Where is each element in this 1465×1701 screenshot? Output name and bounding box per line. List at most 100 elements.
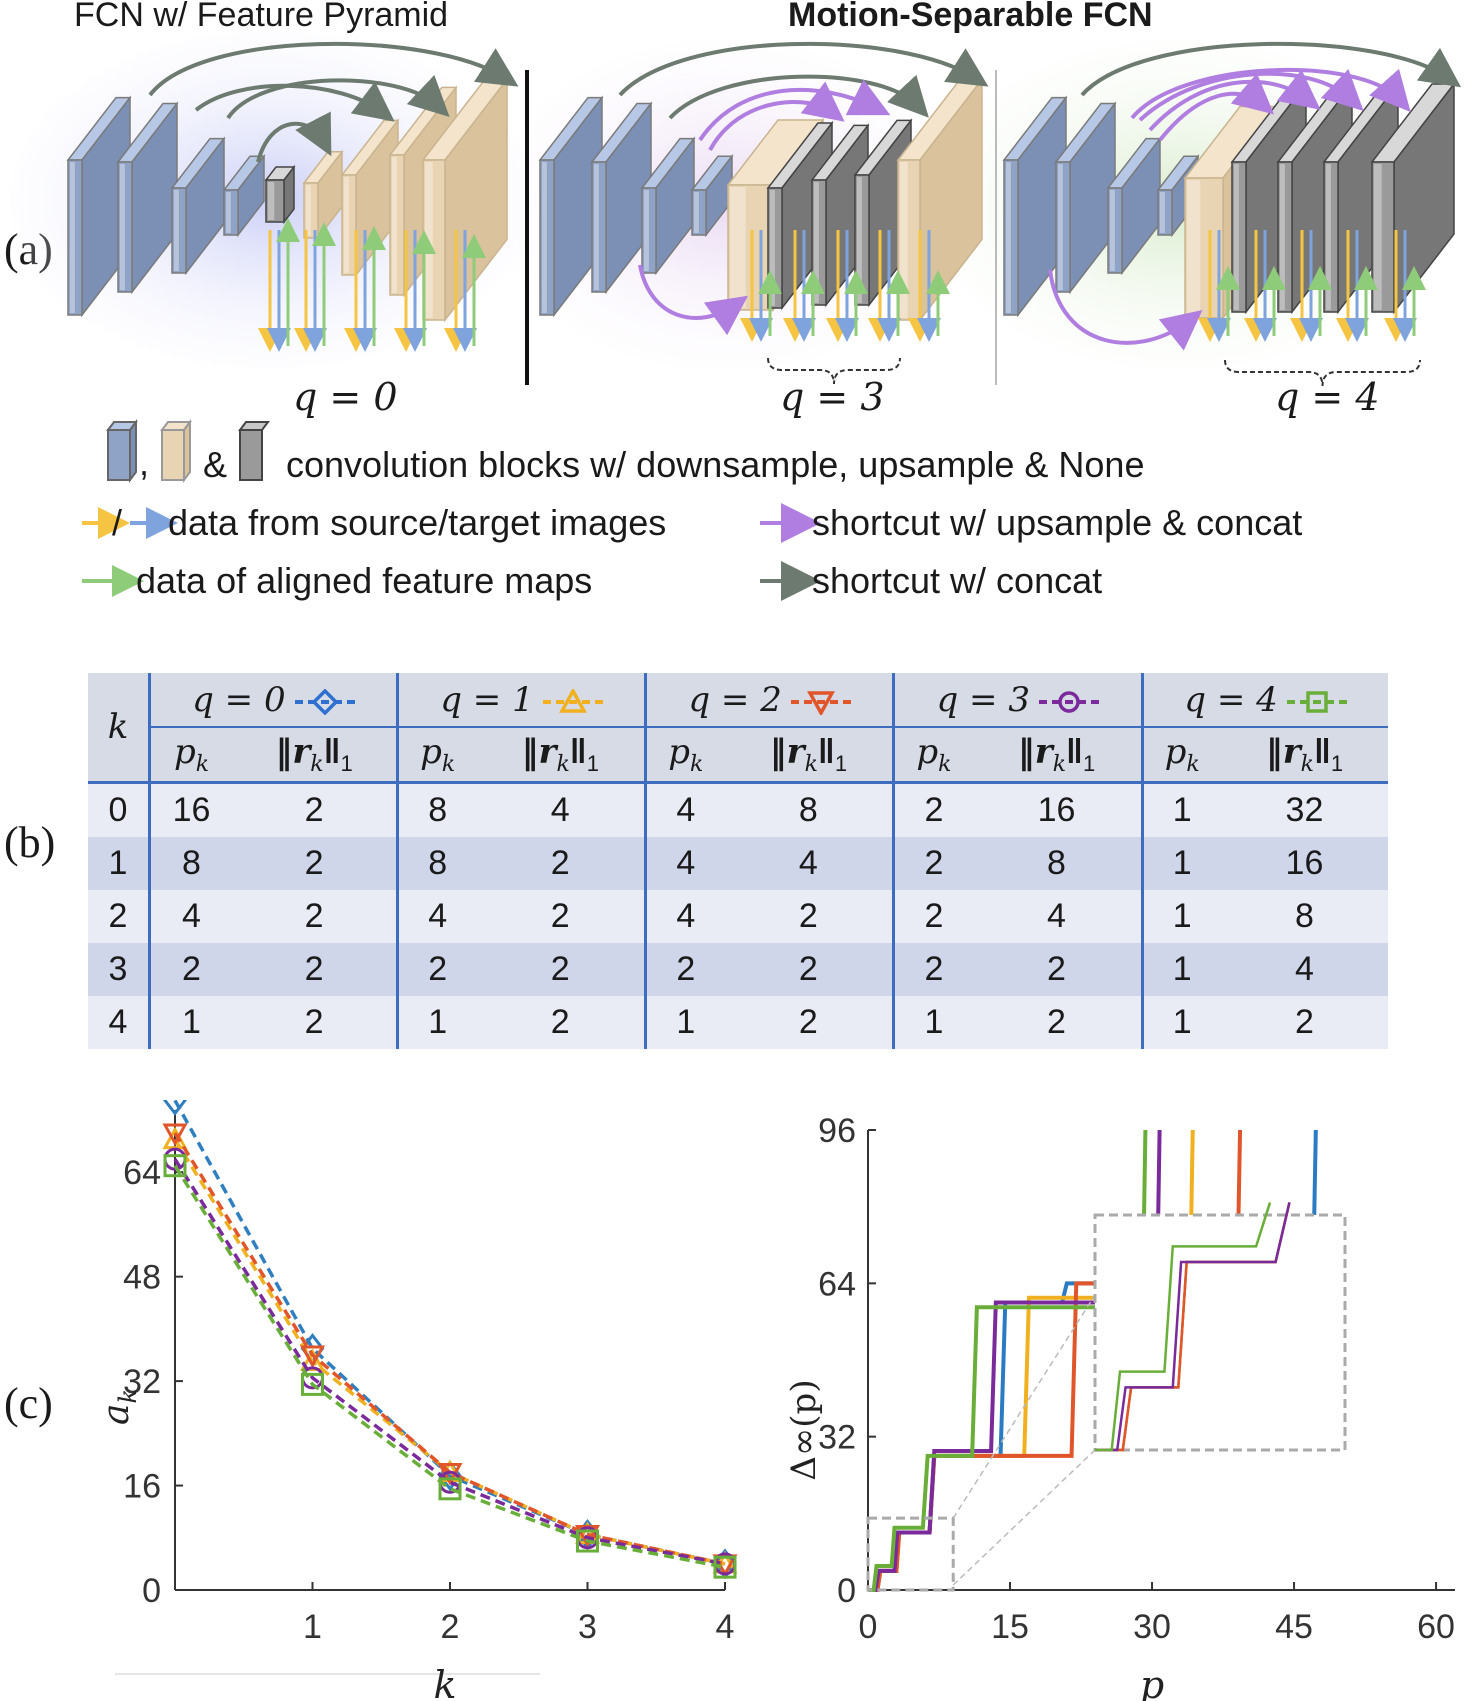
r-norm-cell: 2 — [231, 837, 398, 890]
p-cell: 4 — [147, 890, 232, 943]
k-cell: 3 — [88, 943, 150, 996]
r-norm-cell: 2 — [476, 996, 646, 1049]
legend-comma: , — [139, 442, 150, 483]
x-tick-label: 2 — [441, 1608, 460, 1646]
series-line — [868, 1129, 1162, 1592]
r-norm-header: ‖rk‖1 — [231, 727, 398, 784]
p-cell: 2 — [147, 943, 232, 996]
data-point — [162, 1123, 188, 1147]
conv-block — [538, 95, 604, 318]
shortcut-arrow — [194, 81, 395, 122]
q3-marker-icon — [1039, 690, 1100, 713]
x-tick-label: 0 — [859, 1608, 878, 1646]
r-norm-header: ‖rk‖1 — [1220, 727, 1388, 784]
legend-slash: / — [112, 502, 123, 543]
p-cell: 1 — [1140, 837, 1221, 890]
group-header-q3: q = 3 — [892, 673, 1142, 728]
shortcut-arrow — [1130, 67, 1411, 120]
r-norm-cell: 2 — [231, 996, 398, 1049]
group-header-q4: q = 4 — [1140, 673, 1388, 728]
shortcut-arrow — [668, 74, 929, 120]
legend-ampersand: & — [203, 444, 228, 485]
table-row: 0 16 2 8 4 4 8 2 16 1 32 — [88, 782, 1388, 837]
hyperparameter-table: k q = 0 q = 1 q = 2 q = 3 q = 4 pk ‖rk‖1 p… — [88, 673, 1388, 1049]
data-point — [301, 1372, 324, 1396]
r-norm-cell: 8 — [724, 782, 894, 837]
p-cell: 8 — [396, 837, 477, 890]
panel-label-b: (b) — [4, 818, 56, 867]
data-point — [576, 1529, 599, 1553]
conv-block — [1002, 95, 1068, 318]
y-tick-label: 64 — [123, 1154, 161, 1192]
r-norm-header: ‖rk‖1 — [476, 727, 646, 784]
r-norm-cell: 4 — [1220, 943, 1388, 996]
x-axis-label: p — [1140, 1663, 1164, 1701]
r-norm-cell: 32 — [1220, 782, 1388, 837]
y-tick-label: 0 — [837, 1572, 856, 1610]
p-cell: 2 — [644, 943, 725, 996]
group-brace — [767, 357, 901, 385]
group-header-q2: q = 2 — [644, 673, 894, 728]
p-header: pk — [1140, 727, 1221, 784]
zoom-connector — [952, 1449, 1096, 1586]
y-tick-label: 16 — [123, 1468, 161, 1506]
data-point — [163, 1154, 187, 1178]
legend-concat-text: shortcut w/ concat — [812, 560, 1103, 601]
data-point — [438, 1477, 462, 1501]
x-tick-label: 60 — [1417, 1608, 1455, 1646]
conv-block — [1106, 136, 1162, 276]
p-cell: 1 — [1140, 782, 1221, 837]
series-path — [173, 1100, 726, 1566]
r-norm-cell: 2 — [231, 782, 398, 837]
r-norm-cell: 2 — [972, 943, 1142, 996]
k-cell: 0 — [88, 782, 150, 837]
y-tick-label: 32 — [123, 1363, 161, 1401]
shortcut-arrow — [698, 79, 891, 142]
panel-label-c: (c) — [4, 1379, 53, 1428]
q0-marker-icon — [295, 688, 356, 715]
p-cell: 1 — [1140, 996, 1221, 1049]
legend-arrows — [82, 503, 821, 601]
p-cell: 1 — [147, 996, 232, 1049]
k-cell: 1 — [88, 837, 150, 890]
legend-block-icons — [106, 419, 270, 483]
r-norm-cell: 4 — [724, 837, 894, 890]
conv-block — [302, 149, 344, 241]
r-norm-cell: 16 — [972, 782, 1142, 837]
shortcut-arrow — [148, 41, 519, 97]
architecture-diagram — [10, 30, 1462, 387]
r-norm-cell: 2 — [476, 837, 646, 890]
conv-block — [590, 101, 653, 295]
p-cell: 16 — [147, 782, 232, 837]
y-tick-label: 0 — [142, 1572, 161, 1610]
series-line — [162, 1126, 738, 1574]
y-axis-label: ak — [96, 1389, 142, 1425]
p-cell: 1 — [644, 996, 725, 1049]
x-tick-label: 3 — [578, 1608, 597, 1646]
q4-marker-icon — [1287, 690, 1348, 713]
k-header: k — [88, 673, 150, 784]
conv-block — [170, 136, 226, 276]
p-cell: 4 — [396, 890, 477, 943]
legend-aligned-text: data of aligned feature maps — [136, 560, 593, 601]
p-cell: 4 — [644, 782, 725, 837]
y-tick-label: 48 — [123, 1259, 161, 1297]
p-cell: 8 — [147, 837, 232, 890]
r-norm-header: ‖rk‖1 — [724, 727, 894, 784]
conv-block — [264, 164, 296, 225]
p-cell: 4 — [644, 837, 725, 890]
shortcut-arrow — [226, 74, 450, 120]
title-motion-separable-fcn: Motion-Separable FCN — [788, 0, 1153, 34]
p-cell: 1 — [1140, 890, 1221, 943]
p-cell: 1 — [892, 996, 973, 1049]
r-norm-cell: 2 — [724, 943, 894, 996]
p-cell: 1 — [396, 996, 477, 1049]
delta-step-chart: 0 32 64 96 0 15 30 45 60 p Δ∞(p) — [784, 1112, 1455, 1701]
r-norm-cell: 2 — [972, 996, 1142, 1049]
conv-block — [640, 136, 696, 276]
r-norm-header: ‖rk‖1 — [972, 727, 1142, 784]
shortcut-arrow — [256, 111, 332, 163]
x-axis-label: k — [433, 1663, 456, 1701]
